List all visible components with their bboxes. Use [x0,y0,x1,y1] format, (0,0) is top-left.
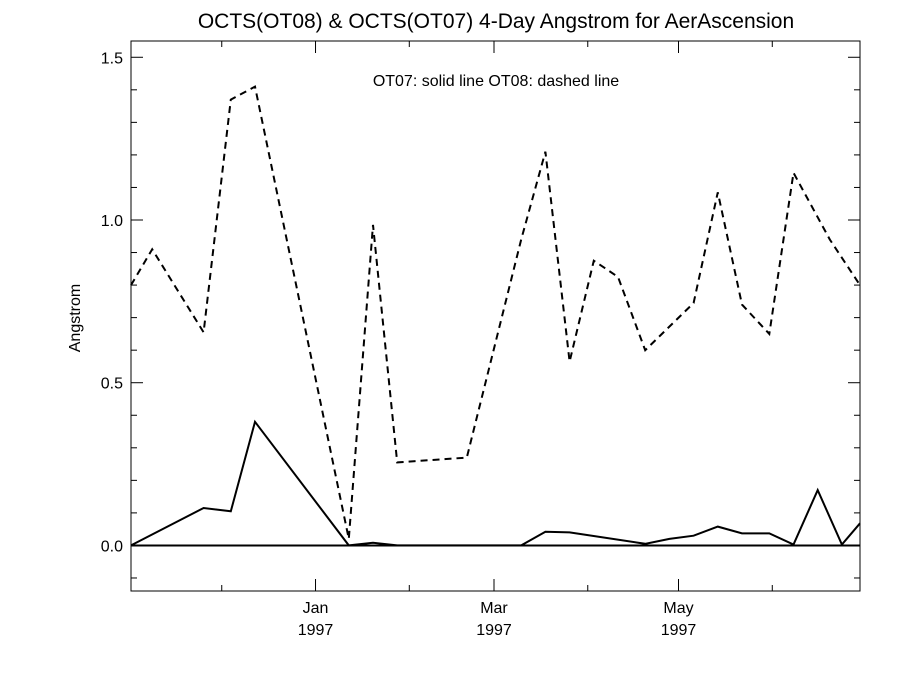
y-tick-label: 1.0 [101,213,123,230]
y-tick-label: 0.0 [101,538,123,555]
chart-title: OCTS(OT08) & OCTS(OT07) 4-Day Angstrom f… [198,10,794,33]
x-tick-label-month: Jan [303,600,329,617]
x-tick-label-month: May [663,600,693,617]
y-tick-label: 1.5 [101,50,123,67]
series-line-ot08 [130,85,861,540]
x-tick-label-year: 1997 [476,622,512,639]
plot-frame [130,40,861,592]
x-tick-label-year: 1997 [661,622,697,639]
x-tick-label-year: 1997 [298,622,334,639]
y-axis-label: Angstrom [67,284,84,352]
x-axis-ticks: Jan 1997 Mar 1997 May 1997 [221,41,773,639]
x-tick-label-month: Mar [480,600,508,617]
legend-annotation: OT07: solid line OT08: dashed line [373,73,619,90]
y-axis-ticks: 0.0 0.5 1.0 1.5 [101,50,860,579]
series-line-ot07 [130,419,861,547]
series-layer [130,85,861,547]
y-tick-label: 0.5 [101,376,123,393]
